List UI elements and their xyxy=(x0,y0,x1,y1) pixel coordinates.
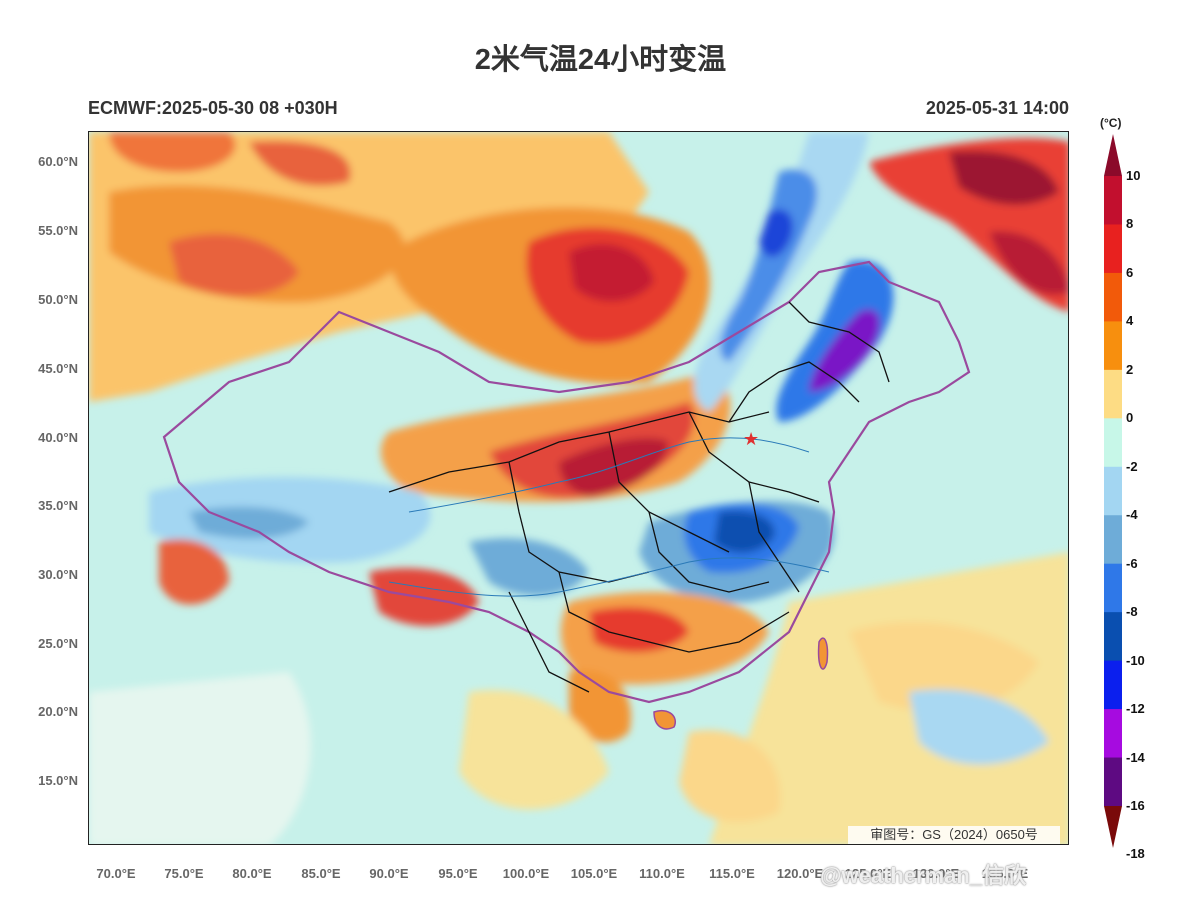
colorbar-tick-label: -14 xyxy=(1126,749,1145,765)
colorbar-band xyxy=(1104,272,1122,322)
x-tick-label: 85.0°E xyxy=(301,866,341,881)
x-tick-label: 135.0°E xyxy=(981,866,1029,881)
colorbar-top-arrow xyxy=(1104,134,1122,176)
colorbar-band xyxy=(1104,369,1122,419)
watermark: @weatherman_信欣 xyxy=(820,863,1027,888)
x-tick-label: 130.0°E xyxy=(912,866,960,881)
colorbar-band xyxy=(1104,515,1122,565)
x-tick-label: 90.0°E xyxy=(369,866,409,881)
x-tick-label: 80.0°E xyxy=(232,866,272,881)
y-tick-label: 15.0°N xyxy=(38,773,78,788)
colorbar-tick-label: -8 xyxy=(1126,604,1138,620)
approval-number: 审图号：GS（2024）0650号 xyxy=(848,826,1060,844)
colorbar-band xyxy=(1104,466,1122,516)
colorbar-band xyxy=(1104,612,1122,662)
colorbar-unit: (°C) xyxy=(1100,116,1122,130)
colorbar-band xyxy=(1104,660,1122,710)
y-tick-label: 60.0°N xyxy=(38,154,78,169)
y-tick-label: 40.0°N xyxy=(38,430,78,445)
x-tick-label: 120.0°E xyxy=(776,866,824,881)
colorbar-band xyxy=(1104,176,1122,225)
colorbar-tick-label: 2 xyxy=(1126,361,1134,377)
x-tick-label: 95.0°E xyxy=(438,866,478,881)
valid-time-label: 2025-05-31 14:00 xyxy=(925,98,1069,118)
y-tick-label: 35.0°N xyxy=(38,498,78,513)
colorbar-tick-label: -18 xyxy=(1126,846,1145,862)
y-tick-label: 55.0°N xyxy=(38,223,78,238)
colorbar-tick-label: 8 xyxy=(1126,216,1134,232)
colorbar-tick-label: -4 xyxy=(1126,507,1138,523)
x-tick-label: 70.0°E xyxy=(96,866,136,881)
x-tick-label: 75.0°E xyxy=(164,866,204,881)
x-tick-label: 105.0°E xyxy=(570,866,618,881)
colorbar-bottom-arrow xyxy=(1104,806,1122,848)
y-tick-label: 30.0°N xyxy=(38,567,78,582)
beijing-marker: ★ xyxy=(743,429,760,449)
colorbar-band xyxy=(1104,418,1122,468)
china-border xyxy=(162,260,971,704)
y-tick-label: 20.0°N xyxy=(38,704,78,719)
model-run-label: ECMWF:2025-05-30 08 +030H xyxy=(88,98,338,118)
temperature-change-map[interactable] xyxy=(88,131,1069,845)
y-tick-label: 45.0°N xyxy=(38,361,78,376)
colorbar-tick-label: -10 xyxy=(1126,652,1145,668)
colorbar-band xyxy=(1104,224,1122,274)
x-tick-label: 110.0°E xyxy=(639,866,685,881)
colorbar-band xyxy=(1104,757,1122,807)
colorbar-band xyxy=(1104,709,1122,759)
y-tick-label: 50.0°N xyxy=(38,292,78,307)
colorbar-tick-label: -6 xyxy=(1126,555,1138,571)
x-tick-label: 115.0°E xyxy=(709,866,755,881)
colorbar-tick-label: 10 xyxy=(1126,168,1141,183)
chart-title: 2米气温24小时变温 xyxy=(474,44,727,76)
colorbar-tick-label: 6 xyxy=(1126,264,1134,280)
y-tick-label: 25.0°N xyxy=(38,636,78,651)
colorbar-tick-label: -2 xyxy=(1126,458,1138,474)
x-tick-label: 125.0°E xyxy=(844,866,892,881)
colorbar-tick-label: 4 xyxy=(1126,313,1134,329)
colorbar-tick-label: -16 xyxy=(1126,798,1145,813)
colorbar-band xyxy=(1104,321,1122,371)
colorbar-tick-label: 0 xyxy=(1126,410,1134,426)
map-fill xyxy=(89,132,1068,844)
x-tick-label: 100.0°E xyxy=(502,866,550,881)
colorbar-band xyxy=(1104,563,1122,613)
colorbar xyxy=(1104,134,1122,848)
colorbar-tick-label: -12 xyxy=(1126,701,1145,717)
